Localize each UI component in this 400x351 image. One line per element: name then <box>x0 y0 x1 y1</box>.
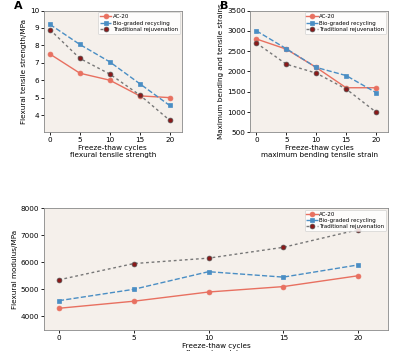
Traditional rejuvenation <box>137 93 142 97</box>
Y-axis label: Flexural modulus/MPa: Flexural modulus/MPa <box>12 230 18 309</box>
Traditional rejuvenation <box>281 245 286 250</box>
Traditional rejuvenation <box>108 72 112 76</box>
Bio-graded recycling <box>284 47 289 51</box>
Bio-graded recycling <box>356 263 360 267</box>
Line: AC-20: AC-20 <box>56 273 360 311</box>
Traditional rejuvenation <box>56 278 61 282</box>
Y-axis label: Flexural tensile strength/MPa: Flexural tensile strength/MPa <box>21 19 27 124</box>
Traditional rejuvenation <box>131 261 136 266</box>
Bio-graded recycling <box>254 29 259 33</box>
Line: Bio-graded recycling: Bio-graded recycling <box>254 28 378 95</box>
AC-20 <box>254 37 259 41</box>
AC-20 <box>314 65 319 69</box>
AC-20 <box>56 306 61 310</box>
Traditional rejuvenation <box>374 110 378 114</box>
AC-20 <box>284 47 289 51</box>
Line: Traditional rejuvenation: Traditional rejuvenation <box>254 41 378 114</box>
Legend: AC-20, Bio-graded recycling, Traditional rejuvenation: AC-20, Bio-graded recycling, Traditional… <box>98 12 180 34</box>
Line: Bio-graded recycling: Bio-graded recycling <box>48 22 172 108</box>
X-axis label: Freeze-thaw cycles
maximum bending tensile strain: Freeze-thaw cycles maximum bending tensi… <box>261 145 378 158</box>
Bio-graded recycling <box>78 42 82 47</box>
Bio-graded recycling <box>108 60 112 64</box>
AC-20 <box>131 299 136 303</box>
Text: A: A <box>14 1 22 11</box>
Traditional rejuvenation <box>314 71 319 75</box>
Bio-graded recycling <box>374 91 378 95</box>
AC-20 <box>78 71 82 75</box>
Bio-graded recycling <box>48 22 52 27</box>
AC-20 <box>356 274 360 278</box>
Line: Traditional rejuvenation: Traditional rejuvenation <box>48 27 172 123</box>
Legend: AC-20, Bio-graded recycling, Traditional rejuvenation: AC-20, Bio-graded recycling, Traditional… <box>304 12 386 34</box>
Legend: AC-20, Bio-graded recycling, Traditional rejuvenation: AC-20, Bio-graded recycling, Traditional… <box>304 210 386 231</box>
Traditional rejuvenation <box>356 227 360 232</box>
Traditional rejuvenation <box>344 87 348 91</box>
Bio-graded recycling <box>56 299 61 303</box>
Traditional rejuvenation <box>48 28 52 32</box>
Bio-graded recycling <box>131 287 136 291</box>
Line: Traditional rejuvenation: Traditional rejuvenation <box>56 227 360 282</box>
Line: AC-20: AC-20 <box>254 37 378 90</box>
Bio-graded recycling <box>167 103 172 107</box>
Bio-graded recycling <box>281 275 286 279</box>
Traditional rejuvenation <box>284 62 289 66</box>
Traditional rejuvenation <box>167 118 172 122</box>
Line: AC-20: AC-20 <box>48 52 172 100</box>
AC-20 <box>206 290 211 294</box>
Bio-graded recycling <box>137 81 142 86</box>
Bio-graded recycling <box>206 270 211 274</box>
AC-20 <box>48 52 52 56</box>
Y-axis label: Maximum bending and tensile strains: Maximum bending and tensile strains <box>218 4 224 139</box>
AC-20 <box>167 95 172 100</box>
AC-20 <box>344 86 348 90</box>
Traditional rejuvenation <box>206 256 211 260</box>
AC-20 <box>281 285 286 289</box>
AC-20 <box>137 94 142 98</box>
Bio-graded recycling <box>314 65 319 69</box>
Traditional rejuvenation <box>254 41 259 45</box>
AC-20 <box>374 86 378 90</box>
Traditional rejuvenation <box>78 56 82 60</box>
AC-20 <box>108 78 112 82</box>
Line: Bio-graded recycling: Bio-graded recycling <box>56 263 360 303</box>
X-axis label: Freeze-thaw cycles
flexural modulus: Freeze-thaw cycles flexural modulus <box>182 343 250 351</box>
Bio-graded recycling <box>344 73 348 78</box>
Text: B: B <box>220 1 228 11</box>
X-axis label: Freeze-thaw cycles
flexural tensile strength: Freeze-thaw cycles flexural tensile stre… <box>70 145 156 158</box>
